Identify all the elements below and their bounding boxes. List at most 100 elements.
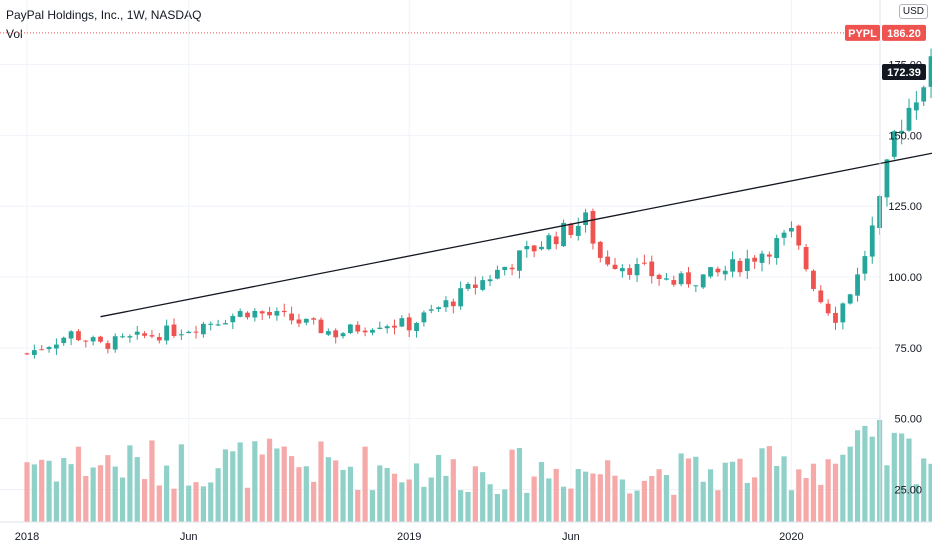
volume-bar [355,489,361,522]
volume-bar [899,433,905,522]
price-axis[interactable]: 25.0050.0075.00100.00125.00150.00175.002… [888,0,922,497]
volume-bar [818,484,824,522]
volume-bar [796,469,802,522]
candle-body [31,350,37,355]
volume-bar [832,463,839,522]
volume-bar [318,441,324,522]
volume-bar [384,468,390,522]
candle-body [700,274,706,288]
candle-body [634,263,640,276]
candle-body [737,260,743,273]
price-badges: PYPL 186.20 172.39 [845,24,926,80]
volume-bar [707,469,714,522]
candle-body [656,274,662,280]
candle-body [869,225,875,257]
volume-bar [641,480,647,522]
series-label: PYPL [848,28,877,40]
candle-body [693,285,699,287]
volume-bar [619,479,625,522]
volume-bar [502,489,508,522]
candle-body [296,319,302,324]
candle-body [68,331,74,339]
trendlines [0,28,932,318]
candle-body [333,330,339,338]
volume-bar [399,482,405,522]
candle-body [502,266,508,271]
candle-body [325,331,331,335]
candle-body [458,288,464,307]
volume-bar [472,466,478,522]
currency-badge[interactable]: USD [898,4,928,19]
candle-body [134,331,140,335]
candle-body [686,272,691,285]
volume-bar [325,457,331,522]
candle-body [774,238,780,259]
candle-body [921,87,927,102]
candle-body [414,323,419,331]
candle-body [906,107,912,131]
volume-bar [560,486,567,522]
candle-body [348,324,353,333]
volume-bar [193,482,199,522]
candle-body [568,223,574,235]
candle-body [164,325,170,341]
candle-body [833,312,838,323]
candle-body [90,337,96,342]
x-tick-label: Jun [180,531,198,543]
series-label-badge [845,24,880,41]
candle-body [252,310,258,318]
trendline[interactable] [100,28,932,318]
volume-bar [480,472,486,522]
candle-body [796,225,802,246]
volume-bar [465,491,471,522]
candle-body [649,261,655,277]
volume-bar [627,493,633,522]
candle-body [201,323,206,335]
candle-body [399,318,405,327]
volume-bar [377,465,383,522]
volume-bar [281,446,287,522]
volume-bar [171,488,177,522]
candle-body [355,324,361,332]
volume-bar [24,462,30,522]
y-tick-label: 200.00 [888,0,922,1]
volume-bar [788,490,794,522]
time-axis[interactable]: 2018Jun2019Jun2020Jun2021Jun2022Jun [15,531,932,543]
candle-body [311,318,317,320]
volume-bar [921,458,927,522]
volume-bar [891,432,897,522]
candle-body [612,264,618,270]
volume-bar [296,467,302,522]
volume-bar [333,460,339,522]
candle-body [156,337,162,341]
volume-bar [825,459,831,522]
candle-body [855,274,860,296]
volume-bar [575,469,581,522]
candle-body [627,268,633,275]
candle-body [561,222,566,247]
volume-bar [443,475,449,522]
volume-bar [913,484,919,522]
volume-bar [149,440,155,522]
volume-bar [634,490,640,522]
volume-bar [39,459,45,522]
candle-body [708,267,713,277]
candle-body [46,347,52,350]
candle-body [744,258,750,271]
candle-body [605,256,611,265]
candle-body [318,319,324,334]
volume-bar [663,475,670,522]
candle-body [186,331,192,334]
last-price-badge [882,24,926,41]
volume-bar [156,485,162,522]
volume-bar [362,446,368,522]
candle-body [781,232,787,238]
candle-body [39,349,45,351]
volume-bar [509,449,515,522]
candle-body [450,301,456,307]
volume-bar [413,463,420,522]
candle-body [178,334,184,336]
volume-bar [810,463,817,522]
volume-bar [546,478,552,522]
